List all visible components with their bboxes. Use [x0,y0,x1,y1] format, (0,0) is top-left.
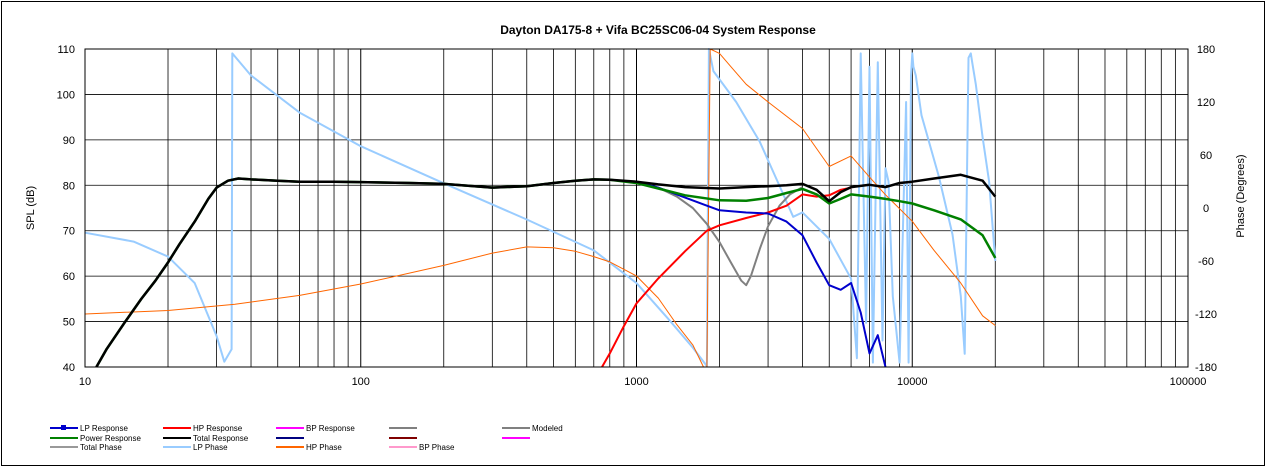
series-layer [84,48,997,368]
y2-tick-label: -180 [1195,362,1217,374]
grid [85,48,1188,368]
legend-label: Modeled [532,424,563,433]
y2-axis-ticks: -180 -120 -60 0 60 120 180 [1195,44,1217,374]
y-axis-ticks: 40 50 60 70 80 90 100 110 [57,44,75,374]
y-axis-title: SPL (dB) [25,186,37,230]
y-tick-label: 50 [63,317,75,329]
y-tick-label: 90 [63,135,75,147]
lp-phase-line [84,48,997,368]
legend: LP Response HP Response BP Response Modeled… [50,424,563,452]
y-tick-label: 60 [63,271,75,283]
chart-title: Dayton DA175-8 + Vifa BC25SC06-04 System… [500,23,816,37]
legend-label: Total Response [193,434,249,443]
legend-label: HP Phase [306,443,342,452]
legend-label: BP Phase [419,443,455,452]
y2-tick-label: 0 [1203,203,1209,215]
y2-tick-label: -120 [1195,309,1217,321]
legend-label: BP Response [306,424,355,433]
x-tick-label: 1000 [624,376,648,388]
y-tick-label: 40 [63,362,75,374]
y2-tick-label: 120 [1197,97,1215,109]
x-tick-label: 100000 [1170,376,1207,388]
y2-axis-title: Phase (Degrees) [1235,154,1247,237]
y-tick-label: 100 [57,89,75,101]
legend-marker [61,425,66,430]
legend-label: LP Response [80,424,128,433]
hp-response-line [601,186,852,368]
modeled-line [636,182,804,287]
y2-tick-label: 180 [1197,44,1215,56]
lp-response-line [636,181,887,368]
x-tick-label: 10 [79,376,91,388]
y2-tick-label: -60 [1198,256,1214,268]
plot-border [84,48,1189,368]
x-tick-label: 100 [352,376,370,388]
legend-label: Total Phase [80,443,122,452]
y-tick-label: 80 [63,180,75,192]
legend-label: LP Phase [193,443,228,452]
x-tick-label: 10000 [897,376,928,388]
y-tick-label: 110 [57,44,75,56]
legend-label: Power Response [80,434,141,443]
y2-tick-label: 60 [1200,150,1212,162]
total-response-line [95,173,997,368]
legend-label: HP Response [193,424,243,433]
y-tick-label: 70 [63,226,75,238]
x-axis-ticks: 10 100 1000 10000 100000 [79,376,1206,388]
